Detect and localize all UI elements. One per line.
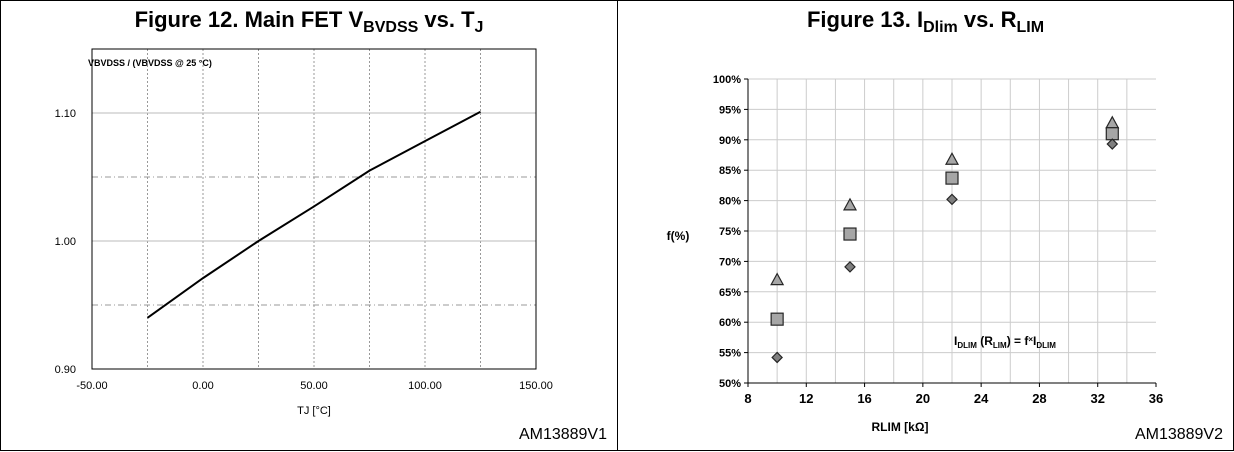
formula-part: ×: [1028, 335, 1033, 344]
title-subscript: BVDSS: [363, 19, 419, 36]
figure13-code: AM13889V2: [1134, 426, 1223, 443]
diamond-marker: [1106, 138, 1119, 150]
y-tick-label: 85%: [719, 165, 741, 177]
x-tick-label: 24: [974, 391, 989, 406]
y-tick-label: 65%: [719, 287, 741, 299]
x-tick-label: 36: [1149, 391, 1163, 406]
y-tick-label: 1.00: [55, 236, 76, 248]
x-tick-label: 100.00: [408, 380, 442, 392]
y-tick-label: 0.90: [55, 364, 76, 376]
figure13-panel: Figure 13. IDlim vs. RLIM 50% 55% 60% 65% 70…: [617, 0, 1234, 451]
figure12-panel: Figure 12. Main FET VBVDSS vs. TJ 0.90 1.…: [0, 0, 618, 451]
formula-annotation: IDLIM (RLIM) = f×IDLIM: [954, 334, 1056, 350]
x-tick-label: 50.00: [300, 380, 328, 392]
diamond-marker: [844, 261, 856, 273]
y-tick-label: 55%: [719, 348, 741, 360]
x-axis-label: TJ [°C]: [297, 405, 331, 417]
series-line: [146, 110, 481, 319]
triangle-marker: [944, 152, 960, 165]
title-subscript: J: [474, 19, 484, 36]
formula-part: DLIM: [957, 341, 977, 350]
title-subscript: LIM: [1016, 19, 1045, 36]
y-tick-label: 95%: [719, 104, 741, 116]
y-tick-label: 70%: [719, 256, 741, 268]
y-axis-label: f(%): [667, 229, 690, 243]
square-marker: [945, 171, 959, 185]
x-tick-label: 150.00: [519, 380, 553, 392]
triangle-marker: [1105, 115, 1120, 129]
figure13-chart: 50% 55% 60% 65% 70% 75% 80% 85% 90% 95% 100% 8 12 16 2…: [667, 74, 1164, 434]
figure12-chart: 0.90 1.00 1.10 -50.00 0.00 50.00 100.00 150.00 V…: [55, 48, 553, 417]
y-tick-label: 90%: [719, 135, 741, 147]
y-tick-label: 100%: [713, 74, 741, 86]
title-subscript: Dlim: [923, 19, 958, 36]
formula-part: I: [954, 334, 957, 348]
y-tick-label: 80%: [719, 196, 741, 208]
title-text: Figure 12. Main FET V: [134, 7, 364, 32]
y-tick-label: 60%: [719, 317, 741, 329]
formula-part: ) = f: [1007, 334, 1030, 348]
y-axis-label: VBVDSS / (VBVDSS @ 25 °C): [88, 58, 212, 68]
diamond-marker: [946, 193, 958, 206]
triangle-marker: [770, 272, 785, 286]
x-tick-label: 16: [857, 391, 871, 406]
diamond-marker: [771, 351, 783, 364]
y-tick-label: 1.10: [55, 108, 76, 120]
formula-part: I: [1033, 334, 1036, 348]
figure12-code: AM13889V1: [518, 426, 607, 443]
x-tick-label: 20: [916, 391, 930, 406]
x-tick-label: -50.00: [76, 380, 107, 392]
y-tick-label: 75%: [719, 226, 741, 238]
formula-part: LIM: [993, 341, 1007, 350]
y-tick-label: 50%: [719, 378, 741, 390]
plot-area-border: [91, 48, 537, 370]
x-tick-label: 8: [744, 391, 751, 406]
x-tick-label: 28: [1032, 391, 1046, 406]
figure12-title: Figure 12. Main FET VBVDSS vs. TJ: [1, 7, 617, 37]
x-axis-label: RLIM [kΩ]: [872, 420, 929, 434]
formula-part: (R: [977, 334, 993, 348]
triangle-marker: [842, 197, 858, 211]
square-marker: [770, 312, 784, 326]
title-text: vs. R: [957, 7, 1017, 32]
square-marker: [1105, 127, 1119, 141]
formula-part: DLIM: [1036, 341, 1056, 350]
x-tick-label: 0.00: [192, 380, 213, 392]
x-tick-label: 32: [1090, 391, 1104, 406]
figure13-title: Figure 13. IDlim vs. RLIM: [618, 7, 1233, 37]
title-text: Figure 13. I: [806, 7, 924, 32]
square-marker: [843, 227, 857, 241]
title-text: vs. T: [418, 7, 475, 32]
x-tick-label: 12: [799, 391, 813, 406]
